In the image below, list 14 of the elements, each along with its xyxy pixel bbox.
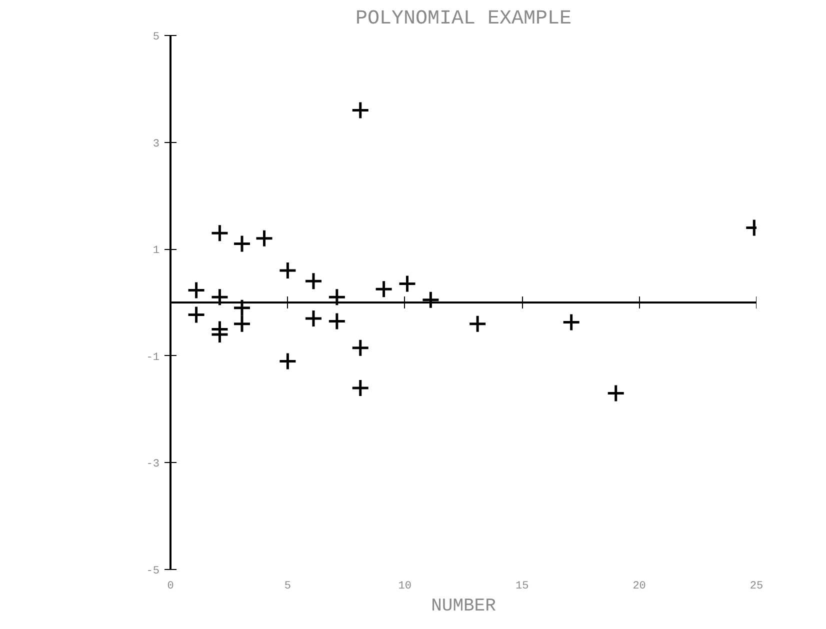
x-tick-label: 25 <box>750 580 764 592</box>
x-axis-title: NUMBER <box>431 596 496 616</box>
y-tick-label: 1 <box>152 245 160 258</box>
x-tick-label: 5 <box>284 580 292 592</box>
x-tick-label: 20 <box>632 580 646 592</box>
x-tick-label: 10 <box>398 580 412 592</box>
y-tick-label: -1 <box>146 352 160 364</box>
chart-title: POLYNOMIAL EXAMPLE <box>355 8 572 30</box>
y-tick-label: -3 <box>146 458 160 471</box>
y-tick-label: -5 <box>146 566 160 578</box>
x-tick-label: 0 <box>167 580 174 592</box>
y-tick-label: 5 <box>152 32 160 44</box>
y-tick-label: 3 <box>152 138 160 150</box>
x-tick-label: 15 <box>516 580 529 592</box>
